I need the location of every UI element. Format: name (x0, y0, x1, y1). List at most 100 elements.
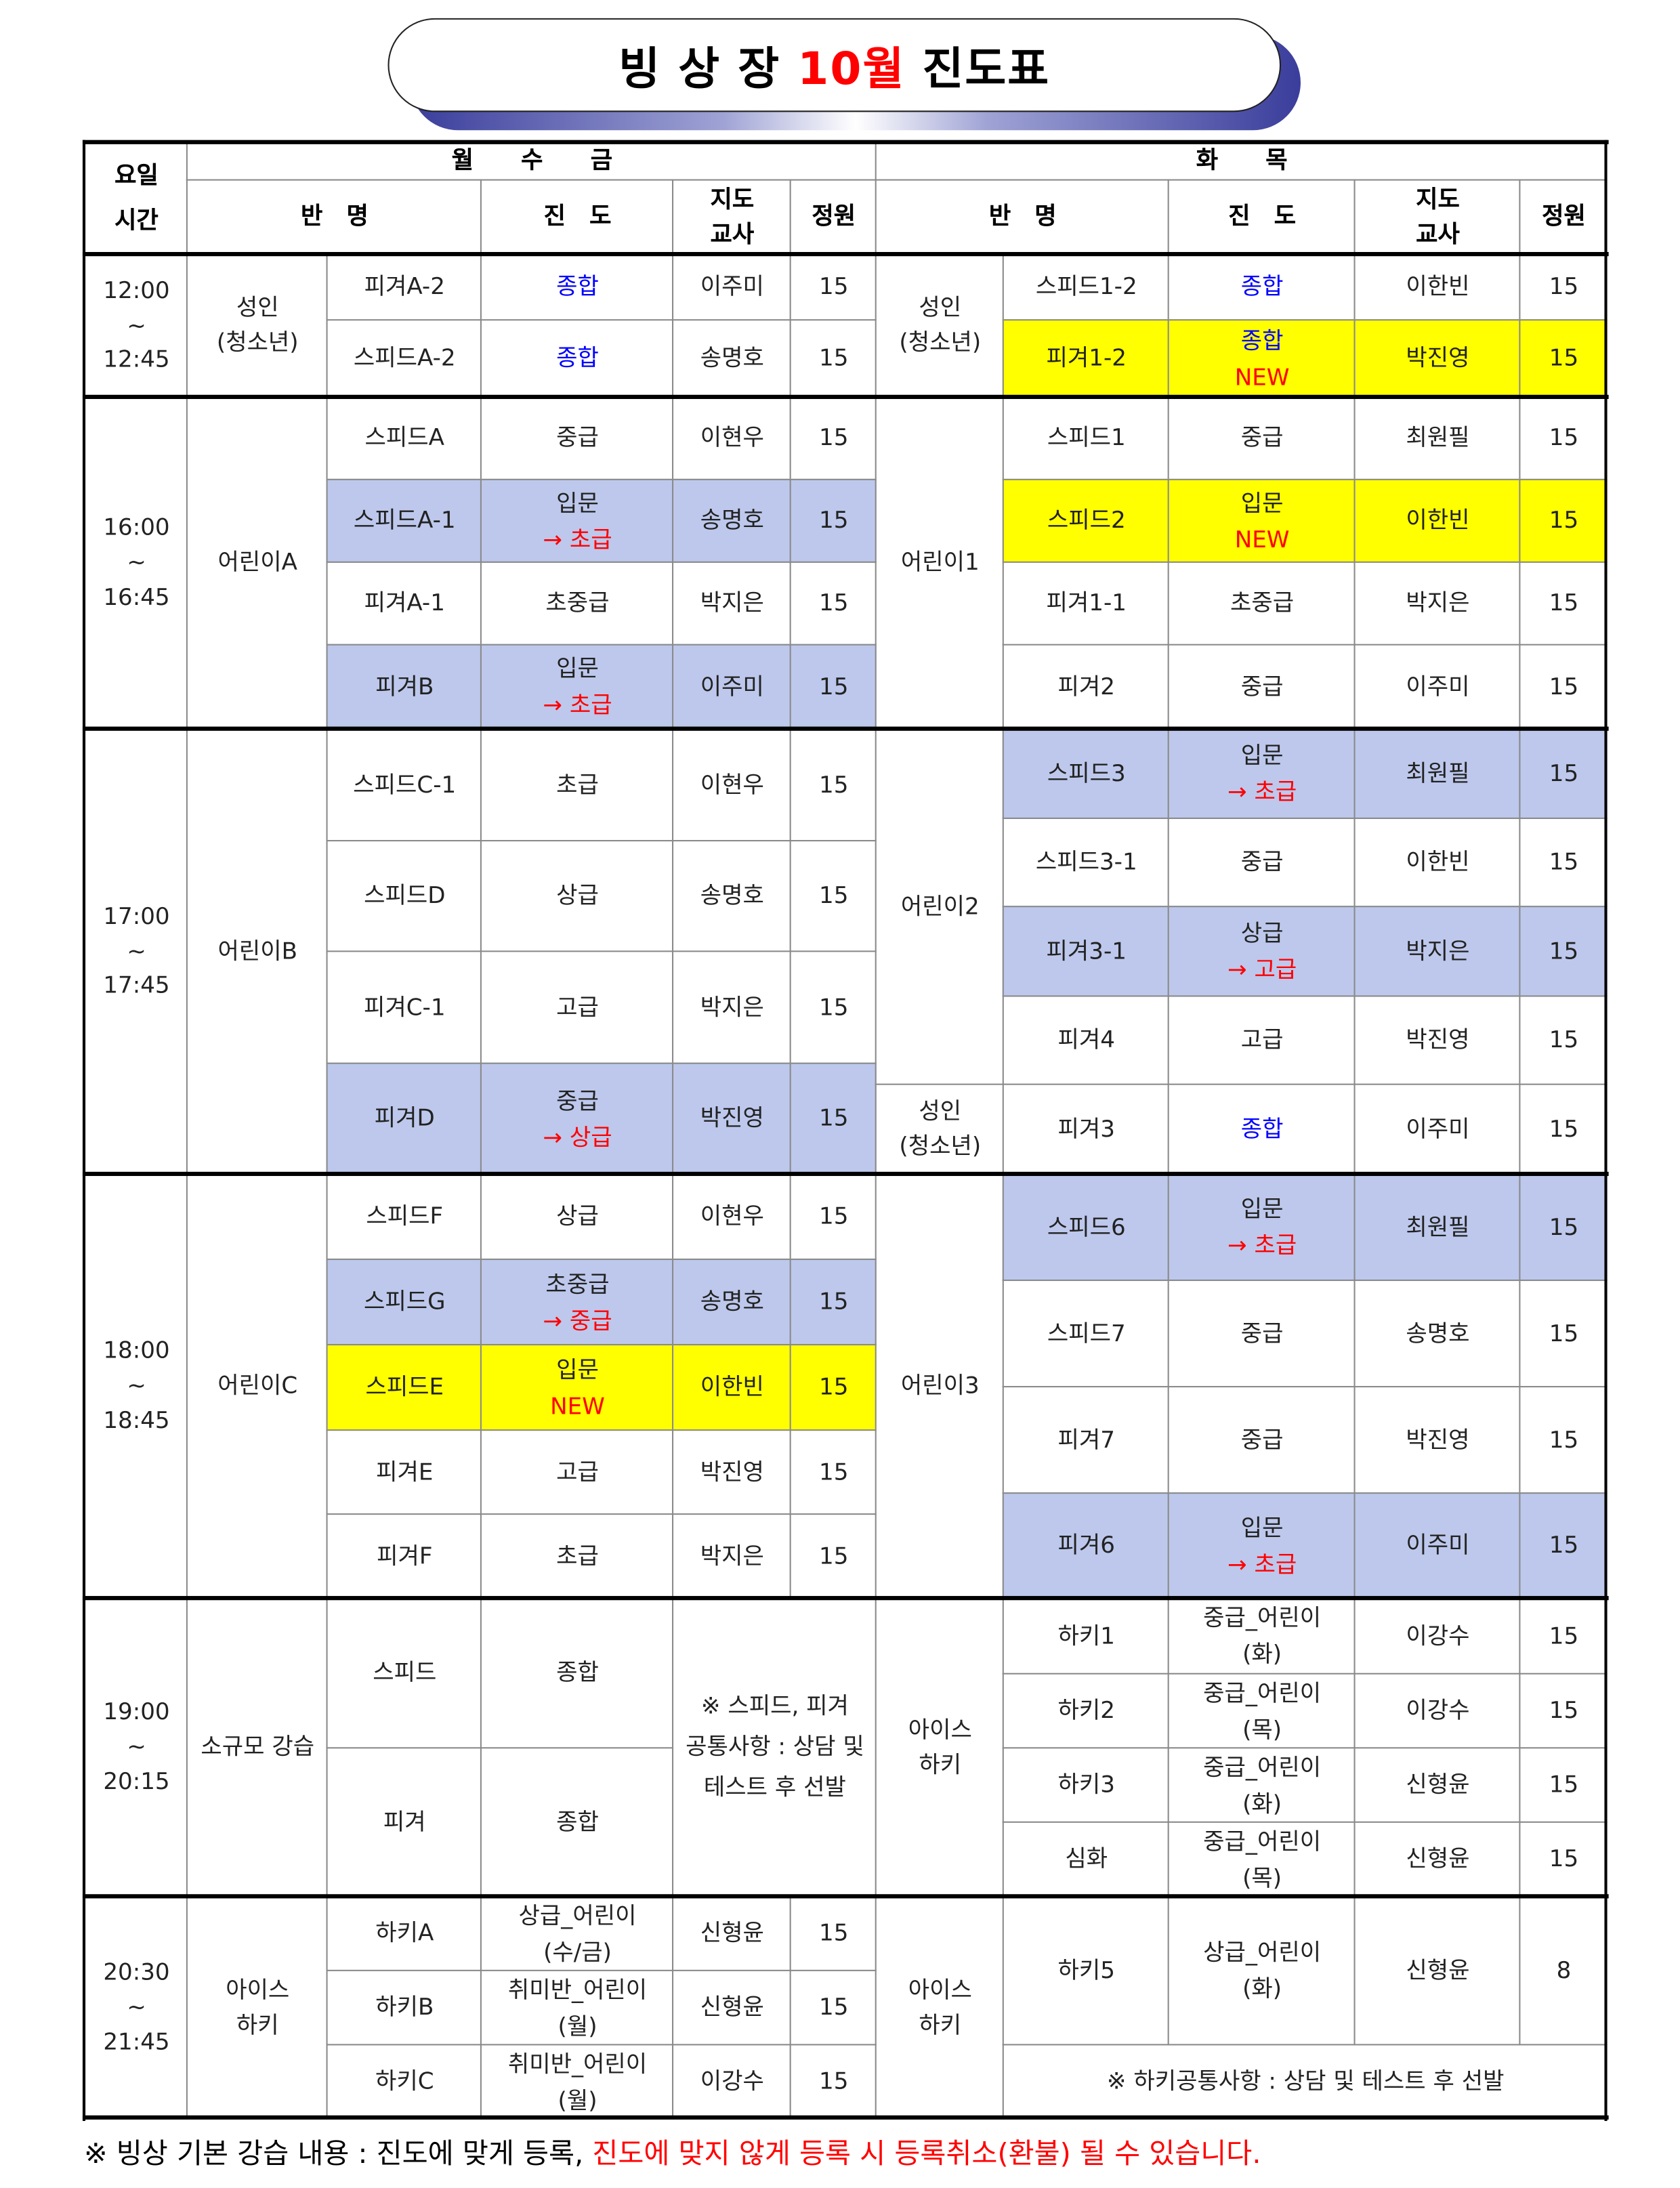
capacity-text: 15 (1549, 1213, 1579, 1240)
progress-text: → 초급 (1227, 1232, 1297, 1259)
class-name-text: 스피드3 (1047, 759, 1126, 786)
header-teacher: 지도 교사 (1353, 179, 1521, 255)
teacher-text: 박진영 (1406, 1426, 1470, 1453)
teacher-text: 이한빈 (1406, 273, 1470, 300)
group-name-text: 어린이C (217, 1372, 298, 1399)
teacher-text: 이주미 (1406, 1532, 1470, 1559)
progress: 상급 (480, 1173, 674, 1261)
teacher-text: 신형윤 (1406, 1771, 1470, 1798)
class-name-text: 피겨3 (1057, 1115, 1115, 1142)
teacher: 이주미 (672, 253, 791, 321)
progress-text: → 초급 (1227, 1550, 1297, 1578)
progress-text: 종합 (556, 1659, 599, 1686)
capacity-text: 15 (819, 673, 849, 700)
class-name-text: 하키1 (1057, 1622, 1115, 1649)
teacher-text: 이한빈 (1406, 507, 1470, 534)
teacher-text: 이강수 (700, 2067, 764, 2095)
progress: 취미반_어린이 (월) (480, 1969, 674, 2046)
capacity-text: 15 (819, 1373, 849, 1400)
capacity-text: 15 (819, 993, 849, 1020)
teacher: 이한빈 (1353, 478, 1521, 563)
class-name: 스피드2 (1002, 478, 1169, 563)
header-mwf: 월 수 금 (186, 141, 877, 181)
capacity-text: 15 (819, 273, 849, 300)
time-slot-text: 12:45 (103, 346, 170, 373)
teacher-text: 박지은 (700, 993, 764, 1020)
progress-text: 입문 (1240, 1515, 1284, 1542)
capacity-text: 15 (819, 1288, 849, 1315)
class-name: 피겨A-2 (326, 253, 482, 321)
header-tt: 화 목 (875, 141, 1608, 181)
class-name-text: 하키C (375, 2067, 434, 2095)
class-name-text: 피겨3-1 (1046, 937, 1127, 965)
time-slot-text: 21:45 (103, 2028, 170, 2055)
capacity-text: 15 (1549, 759, 1579, 786)
teacher-text: 박지은 (1406, 589, 1470, 616)
progress-text: (목) (1242, 1715, 1282, 1743)
progress-text: 중급 (556, 424, 599, 451)
progress: 입문 → 초급 (1167, 1173, 1356, 1282)
header-class-name: 반 명 (875, 179, 1169, 255)
teacher: 박진영 (672, 1062, 791, 1175)
teacher: 박진영 (1353, 995, 1521, 1085)
group-name: 아이스 하키 (875, 1597, 1004, 1897)
teacher: 최원필 (1353, 396, 1521, 480)
group-name: 어린이A (186, 396, 328, 730)
capacity-text: 15 (1549, 1771, 1579, 1798)
header-capacity-text: 정원 (812, 203, 856, 231)
teacher: 이한빈 (672, 1344, 791, 1431)
progress: 입문 → 초급 (480, 644, 674, 730)
progress-text: 종합 (556, 344, 599, 371)
teacher-text: 이현우 (700, 770, 764, 798)
progress: 종합 (480, 253, 674, 321)
capacity: 15 (1519, 561, 1608, 646)
time-slot: 17:00 ~17:45 (84, 728, 188, 1175)
progress-text: 종합 (1240, 327, 1284, 354)
teacher-text: 박지은 (700, 589, 764, 616)
capacity: 15 (1519, 1386, 1608, 1494)
class-name: 피겨3 (1002, 1083, 1169, 1175)
progress-text: → 고급 (1227, 956, 1297, 983)
capacity-text: 15 (819, 2067, 849, 2095)
teacher: 이한빈 (1353, 253, 1521, 321)
page-title: 빙 상 장 10월 진도표 (387, 18, 1282, 112)
time-slot-text: ~ (127, 549, 146, 576)
teacher: 이강수 (672, 2044, 791, 2120)
teacher: 이주미 (1353, 1083, 1521, 1175)
progress-text: 상급 (1240, 920, 1284, 947)
header-teacher-text: 교사 (1416, 220, 1460, 249)
capacity: 15 (1519, 396, 1608, 480)
time-slot-text: 17:00 (103, 902, 170, 930)
capacity: 15 (1519, 253, 1608, 321)
title-month: 10월 (797, 41, 906, 95)
class-name: 스피드1 (1002, 396, 1169, 480)
teacher: 송명호 (672, 478, 791, 563)
progress-text: 종합 (1240, 273, 1284, 300)
capacity: 15 (1519, 478, 1608, 563)
header-progress-text: 진 도 (543, 203, 612, 231)
header-class-name-text: 반 명 (301, 203, 369, 231)
teacher: 이현우 (672, 1173, 791, 1261)
class-name-text: 스피드E (365, 1373, 444, 1400)
class-name-text: 피겨D (374, 1104, 435, 1132)
progress: 중급 (480, 396, 674, 480)
teacher-text: 송명호 (700, 344, 764, 371)
progress: 입문 NEW (1167, 478, 1356, 563)
teacher-text: 박지은 (1406, 937, 1470, 965)
class-name-text: 스피드7 (1047, 1320, 1126, 1347)
time-slot: 16:00 ~16:45 (84, 396, 188, 730)
teacher: 박지은 (1353, 561, 1521, 646)
teacher: 신형윤 (672, 1969, 791, 2046)
progress-text: 입문 (556, 490, 599, 517)
teacher: 박지은 (672, 561, 791, 646)
teacher: 박진영 (672, 1429, 791, 1515)
group-name-text: 어린이B (217, 937, 298, 965)
teacher: 송명호 (672, 1258, 791, 1346)
time-slot-text: ~ (127, 1994, 146, 2021)
class-name-text: 하키2 (1057, 1697, 1115, 1724)
teacher-text: 이한빈 (700, 1373, 764, 1400)
group-name-text: 하키 (919, 1750, 962, 1777)
divider (82, 140, 1609, 144)
class-name-text: 스피드A-2 (353, 344, 456, 371)
progress: 중급 (1167, 644, 1356, 730)
